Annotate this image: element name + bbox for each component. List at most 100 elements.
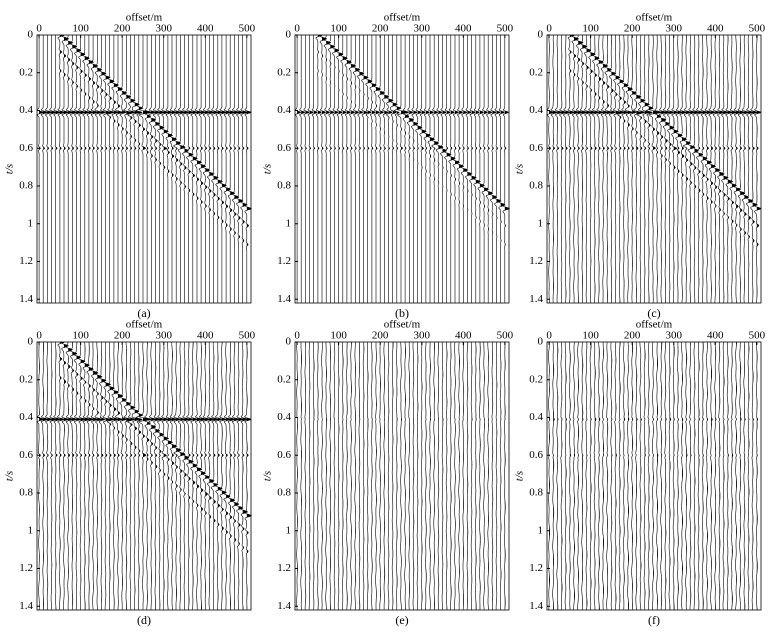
- x-axis-label: offset/m: [126, 12, 163, 24]
- trace: [454, 342, 456, 610]
- trace: [612, 35, 622, 303]
- x-tick-label: 100: [330, 23, 347, 35]
- panel-caption: (e): [395, 613, 408, 627]
- trace-fill: [43, 35, 48, 303]
- panel-caption: (a): [137, 306, 150, 320]
- trace: [317, 342, 319, 611]
- trace: [102, 35, 112, 303]
- plot-frame: [546, 341, 762, 611]
- x-tick-label: 300: [155, 330, 172, 342]
- trace: [499, 342, 502, 610]
- y-tick-label: 1.2: [19, 562, 33, 574]
- trace: [358, 341, 361, 611]
- y-tick-label: 1: [28, 217, 34, 229]
- trace: [575, 34, 584, 303]
- trace: [296, 342, 298, 610]
- trace: [135, 342, 144, 611]
- trace: [223, 342, 231, 610]
- trace: [475, 341, 477, 611]
- trace-fill: [549, 35, 554, 303]
- x-tick-label: 300: [665, 330, 682, 342]
- trace: [584, 35, 592, 304]
- trace: [102, 342, 112, 610]
- trace: [567, 34, 575, 304]
- trace: [207, 35, 215, 303]
- trace: [56, 341, 65, 610]
- trace: [741, 34, 750, 304]
- y-tick-label: 0.6: [19, 142, 33, 154]
- trace: [692, 35, 700, 304]
- trace-fill: [346, 35, 352, 303]
- trace: [737, 35, 746, 303]
- y-tick-label: 0.2: [277, 66, 291, 78]
- trace-fill: [39, 35, 44, 303]
- trace-fill: [669, 35, 675, 303]
- y-axis-label: t/s: [4, 471, 16, 481]
- trace-fill: [553, 35, 557, 303]
- trace: [718, 341, 721, 610]
- trace: [435, 35, 444, 303]
- trace-fill: [126, 342, 132, 610]
- trace: [608, 35, 617, 304]
- x-tick-label: 0: [36, 23, 42, 35]
- trace: [40, 341, 48, 610]
- y-tick-label: 0.8: [529, 487, 543, 499]
- trace: [668, 342, 672, 610]
- trace-fill: [147, 35, 151, 303]
- x-tick-label: 100: [582, 23, 599, 35]
- trace: [400, 342, 402, 611]
- trace: [119, 35, 128, 303]
- trace-fill: [396, 35, 401, 303]
- trace-fill: [43, 342, 48, 610]
- x-tick-label: 100: [330, 330, 347, 342]
- trace: [485, 35, 493, 303]
- trace: [636, 35, 646, 303]
- trace-fill: [113, 35, 119, 303]
- trace: [596, 34, 604, 303]
- trace: [308, 341, 311, 610]
- trace: [593, 342, 597, 610]
- trace-fill: [72, 35, 77, 303]
- panel: 0 100 200 300 400 500 0 0.2 0.4 0.6 0.8 1 1.2 1.4 offs…: [514, 319, 766, 627]
- x-tick-label: 400: [707, 23, 724, 35]
- trace: [546, 35, 554, 304]
- trace: [319, 34, 328, 303]
- trace: [552, 342, 555, 610]
- x-tick-label: 400: [707, 330, 724, 342]
- trace: [165, 342, 173, 611]
- trace: [377, 35, 386, 303]
- trace: [733, 34, 741, 303]
- x-tick-label: 400: [455, 23, 472, 35]
- trace: [564, 342, 567, 611]
- trace: [614, 342, 617, 610]
- trace: [144, 342, 151, 610]
- y-tick-label: 1.4: [529, 600, 543, 612]
- trace-fill: [68, 342, 73, 610]
- trace: [169, 341, 178, 610]
- trace: [315, 34, 323, 303]
- trace: [173, 342, 182, 610]
- trace-fill: [305, 35, 309, 303]
- y-tick-label: 1.4: [19, 600, 33, 612]
- y-tick-label: 0.8: [277, 487, 291, 499]
- y-tick-label: 0.4: [19, 104, 33, 116]
- x-tick-label: 300: [413, 330, 430, 342]
- trace: [749, 35, 758, 303]
- trace: [704, 35, 712, 303]
- trace: [600, 35, 609, 303]
- panel-caption: (d): [137, 613, 151, 627]
- trace: [119, 342, 127, 610]
- trace: [244, 341, 253, 611]
- x-tick-label: 500: [749, 330, 766, 342]
- trace: [379, 341, 381, 610]
- trace-fill: [226, 35, 231, 303]
- x-axis-label: offset/m: [126, 319, 163, 331]
- trace: [210, 342, 219, 610]
- trace: [300, 342, 302, 611]
- trace: [161, 342, 170, 610]
- trace: [642, 35, 650, 304]
- trace: [440, 35, 447, 303]
- trace: [589, 342, 592, 610]
- trace: [329, 342, 332, 611]
- x-tick-label: 400: [455, 330, 472, 342]
